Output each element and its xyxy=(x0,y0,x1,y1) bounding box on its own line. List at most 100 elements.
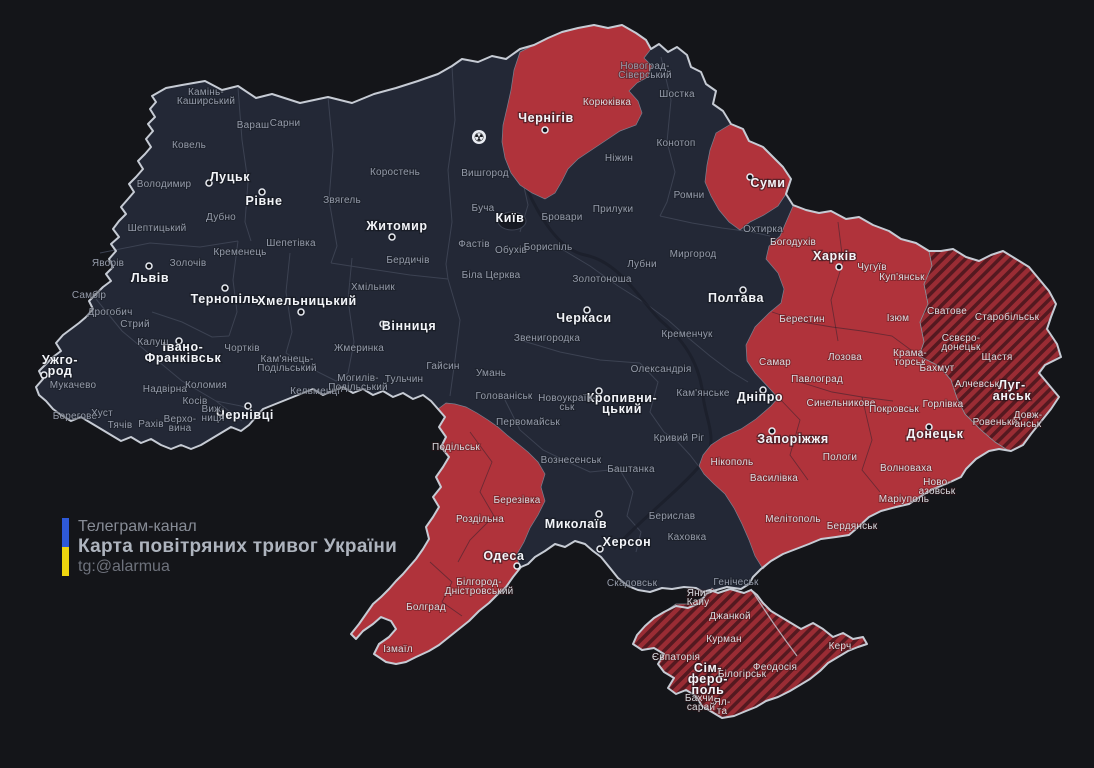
town-label: Калуш xyxy=(137,337,168,348)
town-label: Старобільськ xyxy=(975,311,1040,323)
town-label: Керч xyxy=(829,641,852,652)
town-label: Феодосія xyxy=(753,662,797,673)
town-label: Шепетівка xyxy=(266,238,316,249)
town-label: Мелітополь xyxy=(765,514,821,525)
ukraine-flag-bar xyxy=(62,518,69,576)
capital-label: Суми xyxy=(750,176,785,190)
capital-label: Вінниця xyxy=(382,319,436,333)
oblast-center-dot xyxy=(221,284,229,292)
town-label: Берислав xyxy=(649,511,696,522)
town-label: Алчевськ xyxy=(955,379,1000,390)
town-label: Коростень xyxy=(370,167,420,178)
town-label: Дрогобич xyxy=(87,306,132,318)
town-label: Нікополь xyxy=(711,457,754,468)
town-label: Кременчук xyxy=(661,329,713,340)
capital-label: Луг-анськ xyxy=(993,378,1032,403)
town-label: Лозова xyxy=(828,352,862,363)
town-label: Павлоград xyxy=(791,374,843,385)
town-label: Корюківка xyxy=(583,97,632,108)
capital-label: Херсон xyxy=(603,535,652,549)
flag-yellow-half xyxy=(62,547,69,576)
town-label: Умань xyxy=(476,368,506,379)
oblast-center-dot xyxy=(40,371,48,379)
capital-label: Івано-Франківськ xyxy=(145,340,222,365)
oblast-center-dot xyxy=(768,427,776,435)
capital-label: Львів xyxy=(131,271,169,285)
town-label: Кельменці xyxy=(290,386,340,397)
country-border xyxy=(35,24,1062,719)
oblast-center-dots xyxy=(40,126,933,570)
town-label: Ковель xyxy=(172,140,206,151)
capital-label: Сім-феро-поль xyxy=(688,661,728,697)
arabat-spit xyxy=(750,588,798,657)
capital-label: Кропивни-цький xyxy=(587,391,658,416)
town-label: Бориспіль xyxy=(524,242,573,253)
capital-label: Харків xyxy=(813,249,857,263)
town-label: Волноваха xyxy=(880,463,932,474)
town-label: Надвірна xyxy=(143,384,188,395)
town-label: Ніжин xyxy=(605,153,633,164)
radiation-icon: ☢ xyxy=(472,130,486,145)
town-label: Вознесенськ xyxy=(541,455,602,466)
town-label: Василівка xyxy=(750,473,798,484)
flag-blue-half xyxy=(62,518,69,547)
town-label: Олександрія xyxy=(631,364,692,375)
town-label: Генічеськ xyxy=(713,577,759,588)
town-label: Білгород-Дністровський xyxy=(445,577,514,597)
town-label: Каховка xyxy=(668,532,707,543)
town-label: Джанкой xyxy=(709,611,751,622)
oblast-center-dot xyxy=(541,126,549,134)
town-label: Золочів xyxy=(170,258,207,269)
town-label: Яворів xyxy=(92,258,124,269)
town-label: Звягель xyxy=(323,195,361,206)
town-label: Шостка xyxy=(659,89,695,100)
capital-label: Полтава xyxy=(708,291,764,305)
town-label: Курман xyxy=(706,634,741,645)
town-label: Кривий Ріг xyxy=(654,433,705,444)
town-label: Виж-ниця xyxy=(201,404,224,424)
svg-text:☢: ☢ xyxy=(474,131,485,145)
oblast-center-dot xyxy=(297,308,305,316)
oblast-center-dot xyxy=(513,562,521,570)
town-label: Болград xyxy=(406,602,446,613)
town-label: Сарни xyxy=(270,118,301,129)
town-label: Дубно xyxy=(206,211,236,223)
oblast-center-dot xyxy=(258,188,266,196)
town-label: Жмеринка xyxy=(334,343,384,354)
town-label: Бахчи-сарай xyxy=(685,693,717,713)
oblast-center-dot xyxy=(175,337,183,345)
town-label: Лубни xyxy=(627,258,657,270)
capital-label: Рівне xyxy=(246,194,283,208)
legend-telegram-handle[interactable]: tg:@alarmua xyxy=(78,558,170,576)
town-label: Щастя xyxy=(981,352,1012,363)
town-label: Самбір xyxy=(72,289,107,301)
town-label: Білогірськ xyxy=(718,669,767,680)
town-label: Пологи xyxy=(823,452,857,463)
town-label: Кам'янець-Подільський xyxy=(257,354,317,374)
town-label: Кременець xyxy=(213,247,266,258)
town-label: Горлівка xyxy=(923,399,964,410)
town-label: Звенигородка xyxy=(514,333,580,344)
capital-label: Одеса xyxy=(483,549,525,563)
town-label: Бровари xyxy=(542,212,583,223)
town-label: Хуст xyxy=(91,408,113,419)
town-label: Євпаторія xyxy=(652,652,700,663)
town-label: Чугуїв xyxy=(857,262,887,273)
capital-label: Житомир xyxy=(365,219,427,233)
town-label: Хмільник xyxy=(351,282,395,293)
town-label: Коломия xyxy=(185,380,227,391)
town-label: Бердичів xyxy=(386,255,429,266)
town-label: Могилів-Подільський xyxy=(328,373,388,393)
town-label: Довж-анськ xyxy=(1014,410,1043,430)
dnipro-river xyxy=(520,176,713,550)
oblast-center-dot xyxy=(596,545,604,553)
capital-label: Чернігів xyxy=(518,111,574,125)
capital-label: Дніпро xyxy=(737,390,783,404)
oblast-center-dot xyxy=(205,179,213,187)
town-label: Гайсин xyxy=(426,361,459,372)
town-label: Ромни xyxy=(674,190,705,201)
town-label: Берестин xyxy=(779,314,825,325)
town-label: Обухів xyxy=(495,244,527,256)
